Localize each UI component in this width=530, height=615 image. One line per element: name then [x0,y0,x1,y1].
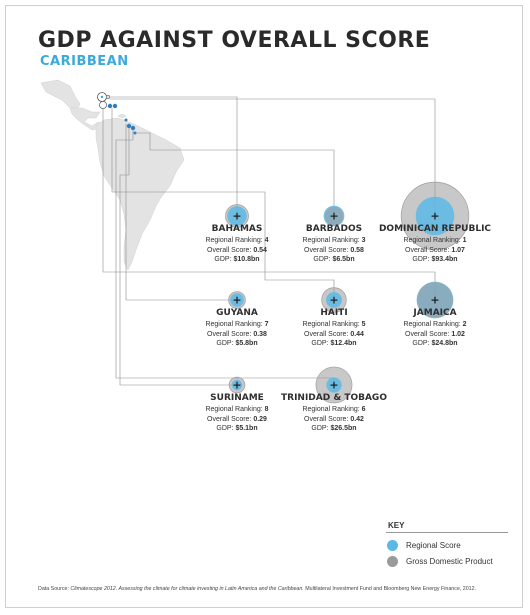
dominican-republic-plus-icon: + [430,210,439,223]
bahamas-score: Overall Score: 0.54 [207,246,267,254]
bahamas-plus-icon: + [232,210,241,223]
bahamas-gdp: GDP: $10.8bn [214,256,260,263]
page-subtitle: CARIBBEAN [40,54,129,69]
bahamas-bubble: + [225,204,249,228]
page-frame [5,5,523,608]
jamaica-gdp: GDP: $24.8bn [412,340,458,347]
guyana-bubble: + [228,291,246,309]
trinidad-and-tobago-score-circle [326,377,342,393]
bahamas-name: BAHAMAS [211,224,263,234]
suriname-score: Overall Score: 0.29 [207,415,267,423]
connector-lines [102,96,436,386]
dominican-republic-score-circle [415,196,455,236]
page-title: GDP AGAINST OVERALL SCORE [38,28,431,53]
dominican-republic-ranking: Regional Ranking: 1 [403,237,467,244]
jamaica-score: Overall Score: 1.02 [405,330,465,338]
barbados-plus-icon: + [329,210,338,223]
suriname-bubble: + [228,376,246,394]
trinidad-and-tobago-ranking: Regional Ranking: 6 [302,406,366,413]
suriname-connector [119,128,237,386]
trinidad-and-tobago-gdp: GDP: $26.5bn [311,425,357,432]
regional-score-swatch [387,540,398,551]
jamaica-name: JAMAICA [413,308,457,318]
barbados-gdp-circle [324,206,344,226]
key-gdp: Gross Domestic Product [406,557,493,566]
jamaica-ranking: Regional Ranking: 2 [403,321,467,328]
haiti-connector [111,108,335,300]
trinidad-and-tobago-name: TRINIDAD & TOBAGO [281,393,387,403]
barbados-connector [135,132,335,216]
barbados-ranking: Regional Ranking: 3 [302,237,366,244]
dominican-republic-gdp: GDP: $93.4bn [412,256,458,263]
guyana-plus-icon: + [232,294,241,307]
haiti-gdp: GDP: $12.4bn [311,340,357,347]
dominican-republic-name: DOMINICAN REPUBLIC [378,224,492,234]
suriname-ranking: Regional Ranking: 8 [205,406,269,413]
guyana-score: Overall Score: 0.38 [207,330,267,338]
haiti-score: Overall Score: 0.44 [304,330,364,338]
key-divider [386,532,508,533]
map-silhouette [40,79,185,271]
dominican-republic-score: Overall Score: 1.07 [405,246,465,254]
haiti-ranking: Regional Ranking: 5 [302,321,366,328]
guyana-connector [125,124,237,301]
bubbles: + + + + + + + + [225,181,470,404]
haiti-plus-icon: + [329,294,338,307]
jamaica-map-marker [99,101,107,109]
jamaica-bubble: + [416,281,454,319]
jamaica-plus-icon: + [430,294,439,307]
barbados-name: BARBADOS [305,224,363,234]
barbados-score: Overall Score: 0.58 [304,246,364,254]
suriname-name: SURINAME [210,393,264,403]
trinidad-and-tobago-score: Overall Score: 0.42 [304,415,364,423]
bahamas-score-circle [227,206,247,226]
bahamas-connector [106,96,238,216]
gdp-swatch [387,556,398,567]
bahamas-ranking: Regional Ranking: 4 [205,237,269,244]
dominican-republic-bubble: + [400,181,470,251]
suriname-plus-icon: + [232,379,241,392]
guyana-gdp: GDP: $5.8bn [216,340,258,347]
trinidad-and-tobago-plus-icon: + [329,379,338,392]
data-source: Data Source: Climatescope 2012. Assessin… [38,586,477,592]
dominican-republic-connector [110,98,436,216]
key-title: KEY [388,521,405,530]
barbados-gdp: GDP: $6.5bn [313,256,355,263]
trinidad-and-tobago-bubble: + [315,366,353,404]
jamaica-gdp-circle [417,282,453,318]
guyana-score-circle [230,293,244,307]
guyana-name: GUYANA [216,308,258,318]
haiti-bubble: + [321,287,347,313]
haiti-score-circle [326,292,342,308]
haiti-name: HAITI [320,308,348,318]
guyana-ranking: Regional Ranking: 7 [205,321,269,328]
suriname-gdp: GDP: $5.1bn [216,425,258,432]
suriname-score-circle [231,379,243,391]
barbados-bubble: + [323,205,345,227]
key-regional-score: Regional Score [406,541,461,550]
